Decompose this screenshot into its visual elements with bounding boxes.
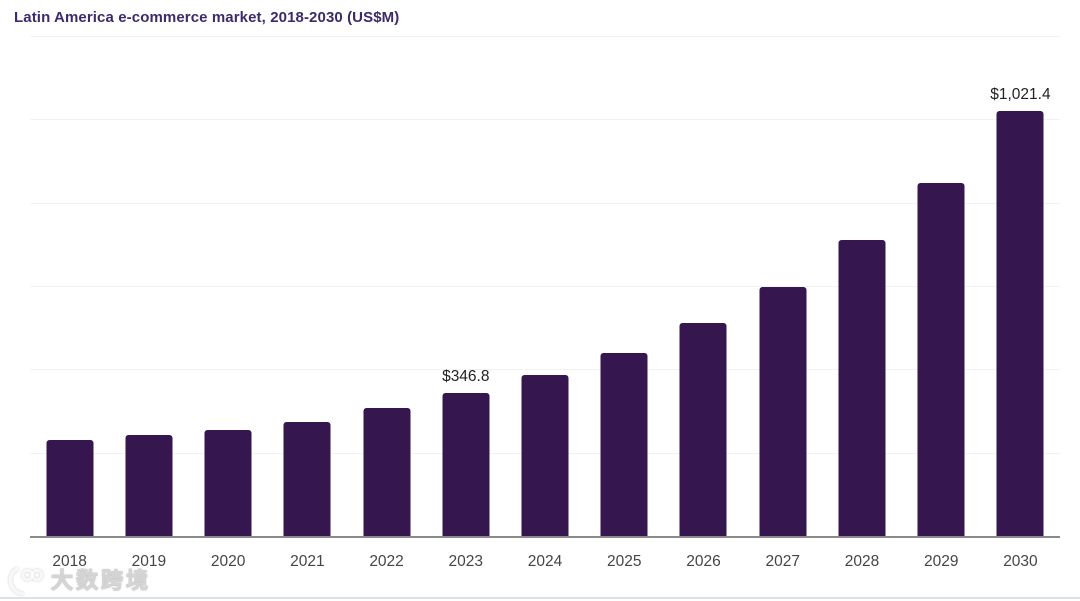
- chart-title: Latin America e-commerce market, 2018-20…: [14, 9, 400, 26]
- bar-2027: [759, 287, 807, 537]
- bar-column-2026: [664, 37, 743, 537]
- gridline-600: [30, 286, 1060, 287]
- x-axis-labels: 2018 2019 2020 2021 2022 2023 2024 2025 2026 2027…: [30, 552, 1060, 572]
- bar-column-2018: [30, 37, 109, 537]
- bar-2030: [996, 111, 1044, 537]
- bottom-divider: [0, 597, 1080, 599]
- bar-2029: [917, 183, 965, 537]
- bar-column-2030: $1,021.4: [981, 37, 1060, 537]
- gridline-1000: [30, 119, 1060, 121]
- x-tick-label-2019: 2019: [131, 553, 167, 570]
- gridline-800: [30, 202, 1060, 204]
- x-tick-label-2024: 2024: [527, 553, 563, 570]
- bar-column-2028: [822, 37, 901, 537]
- x-tick-label-2020: 2020: [210, 553, 246, 570]
- x-tick-label-2028: 2028: [844, 553, 880, 570]
- bar-2021: [283, 422, 331, 537]
- bar-2026: [679, 323, 727, 537]
- bar-2022: [363, 407, 411, 537]
- bar-column-2022: [347, 37, 426, 537]
- bar-column-2029: [902, 37, 981, 537]
- bar-2025: [600, 352, 648, 537]
- bars-row: $346.8 $1,021.4: [30, 37, 1060, 537]
- x-tick-label-2026: 2026: [686, 553, 721, 570]
- x-axis-line: [30, 536, 1060, 538]
- x-tick-label-2029: 2029: [923, 553, 959, 570]
- x-tick-label-2018: 2018: [52, 553, 87, 570]
- x-tick-label-2025: 2025: [607, 553, 642, 570]
- gridline-1200: [30, 36, 1060, 37]
- bar-2023: [442, 392, 490, 537]
- bar-column-2025: [585, 37, 664, 537]
- bar-column-2019: [109, 37, 188, 537]
- bar-column-2024: [505, 37, 584, 537]
- bar-value-label-2023: $346.8: [442, 367, 490, 385]
- x-tick-label-2022: 2022: [369, 553, 404, 570]
- plot-area: $346.8 $1,021.4: [30, 36, 1060, 537]
- bar-column-2023: $346.8: [426, 37, 505, 537]
- x-tick-label-2030: 2030: [1003, 553, 1038, 570]
- bar-column-2020: [188, 37, 267, 537]
- bar-2028: [838, 240, 886, 537]
- bar-column-2021: [268, 37, 347, 537]
- gridline-400: [30, 369, 1060, 371]
- bar-column-2027: [743, 37, 822, 537]
- bar-2019: [125, 434, 173, 537]
- bar-2020: [204, 429, 252, 537]
- x-tick-label-2021: 2021: [290, 553, 325, 570]
- x-tick-label-2023: 2023: [448, 553, 484, 570]
- x-tick-label-2027: 2027: [765, 553, 800, 570]
- bar-value-label-2030: $1,021.4: [990, 86, 1051, 104]
- watermark-text: 大数跨境: [50, 568, 152, 593]
- bar-2024: [521, 375, 569, 537]
- bar-2018: [46, 439, 94, 537]
